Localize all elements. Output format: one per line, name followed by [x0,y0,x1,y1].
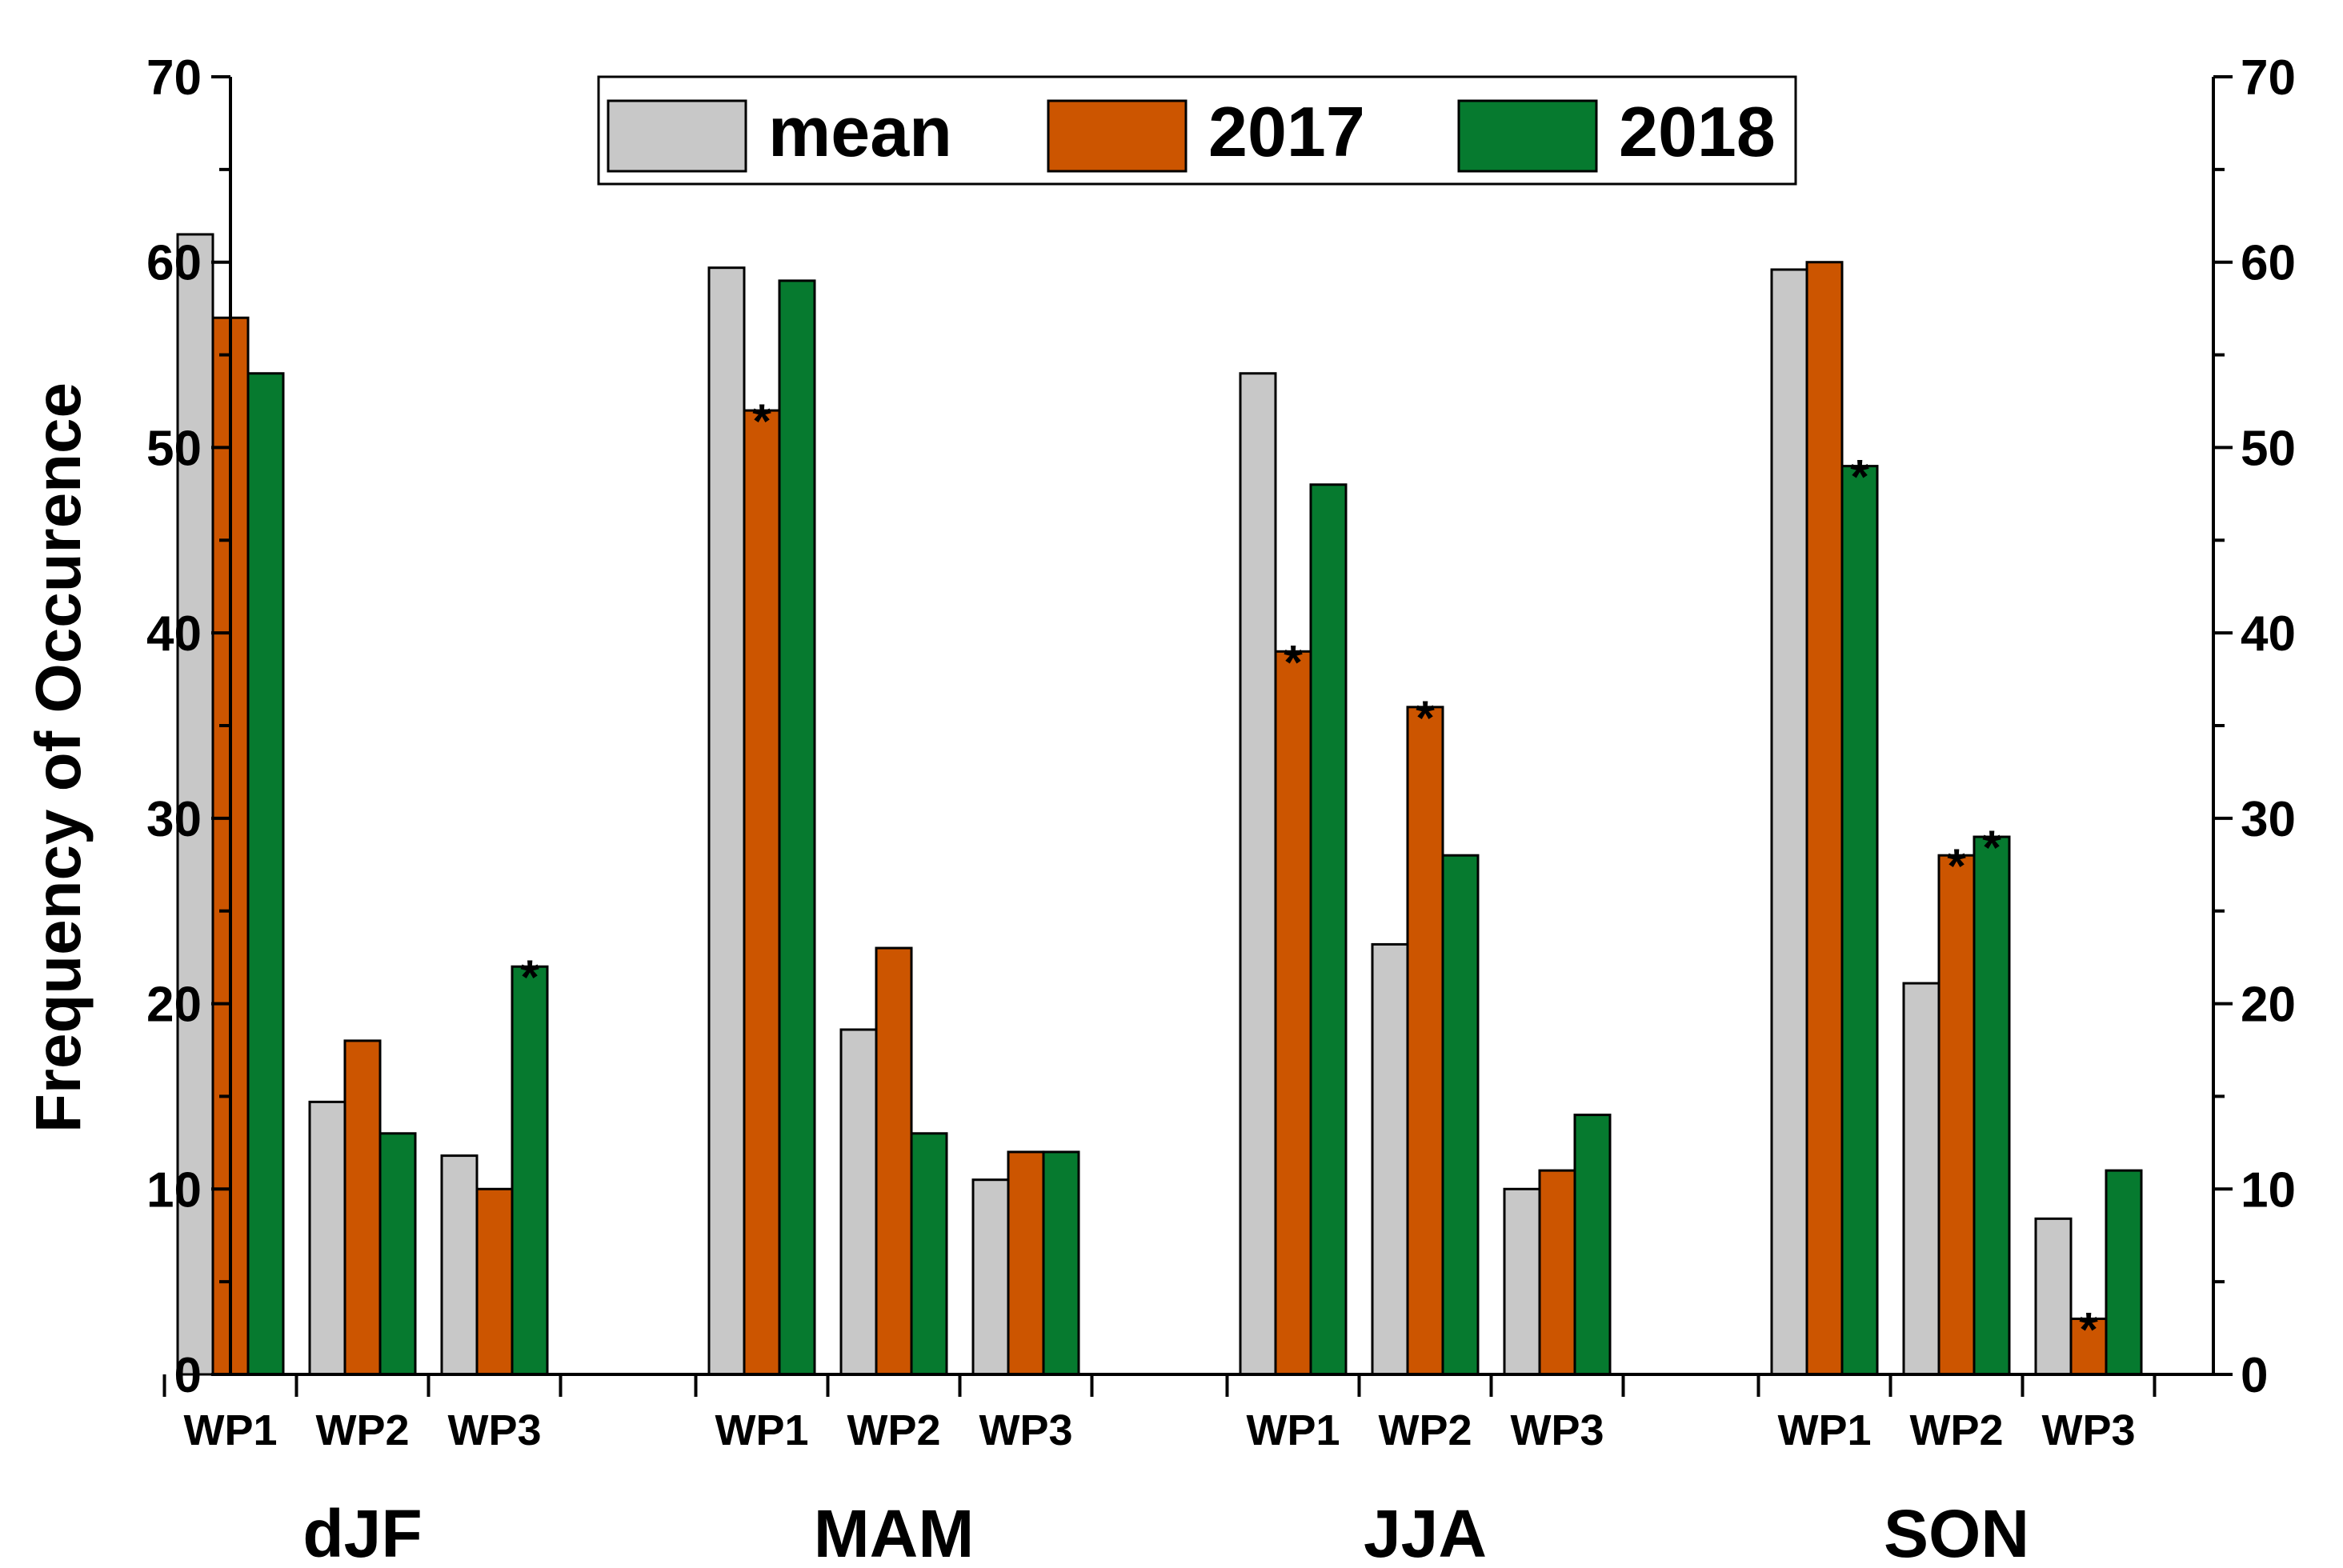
x-category-label: WP2 [315,1406,409,1454]
x-category-label: WP1 [715,1406,808,1454]
bar-mean-dJF-WP3 [440,1154,479,1376]
significance-marker: * [1416,691,1435,745]
significance-marker: * [2079,1302,2098,1356]
bar-2018-SON-WP2 [1973,835,2011,1376]
y-tick-label-left: 0 [174,1348,202,1403]
legend-label-mean: mean [768,92,952,171]
x-category-label: WP1 [183,1406,277,1454]
significance-marker: * [752,394,771,448]
legend-swatch-2018 [1457,99,1598,173]
bar-2018-dJF-WP2 [378,1132,417,1376]
bar-2017-MAM-WP1 [743,409,781,1376]
bar-mean-SON-WP2 [1902,982,1940,1376]
y-tick-label-left: 60 [146,236,202,291]
bar-2017-SON-WP1 [1805,261,1844,1376]
y-tick-label-left: 40 [146,606,202,662]
significance-marker: * [1947,839,1966,893]
legend-label-2017: 2017 [1208,92,1365,171]
significance-marker: * [1284,635,1303,689]
x-group-label: dJF [302,1496,422,1564]
bar-mean-MAM-WP1 [707,266,746,1376]
bar-2018-SON-WP1 [1840,465,1879,1376]
bar-2017-JJA-WP2 [1406,706,1444,1376]
bar-mean-dJF-WP2 [308,1100,346,1376]
bar-2018-JJA-WP1 [1309,483,1348,1376]
bar-2018-SON-WP3 [2105,1169,2143,1376]
bar-2018-dJF-WP3 [511,965,549,1376]
bar-2017-SON-WP2 [1937,854,1976,1376]
bar-2017-JJA-WP1 [1274,650,1312,1376]
legend-swatch-mean [607,99,747,173]
x-category-label: WP3 [2041,1406,2135,1454]
bar-2018-MAM-WP3 [1042,1150,1080,1376]
x-group-label: SON [1884,1496,2029,1564]
bar-mean-JJA-WP3 [1503,1187,1541,1376]
x-category-label: WP3 [1510,1406,1604,1454]
significance-marker: * [1850,450,1869,504]
significance-marker: * [1982,821,2001,874]
y-tick-label-left: 70 [146,50,202,106]
y-axis-title: Frequency of Occurence [22,382,94,1133]
bar-mean-JJA-WP1 [1239,372,1277,1376]
y-tick-label-right: 30 [2241,792,2296,847]
y-tick-label-right: 10 [2241,1162,2296,1218]
bar-mean-SON-WP3 [2034,1217,2073,1376]
x-category-label: WP3 [979,1406,1072,1454]
x-category-label: WP2 [847,1406,940,1454]
bar-2018-JJA-WP2 [1441,854,1480,1376]
y-tick-label-left: 20 [146,978,202,1033]
x-group-label: JJA [1364,1496,1487,1564]
y-tick-label-right: 70 [2241,50,2296,106]
x-category-label: WP3 [447,1406,541,1454]
bar-2017-JJA-WP3 [1538,1169,1576,1376]
bar-2017-dJF-WP3 [475,1187,514,1376]
y-tick-label-right: 40 [2241,606,2296,662]
y-tick-label-right: 0 [2241,1348,2268,1403]
y-tick-label-left: 30 [146,792,202,847]
y-tick-label-right: 20 [2241,978,2296,1033]
x-category-label: WP2 [1378,1406,1472,1454]
x-group-label: MAM [814,1496,975,1564]
y-tick-label-right: 60 [2241,236,2296,291]
legend-label-2018: 2018 [1619,92,1776,171]
x-category-label: WP1 [1246,1406,1340,1454]
bar-2018-dJF-WP1 [246,372,285,1376]
x-category-label: WP2 [1909,1406,2003,1454]
bar-2018-MAM-WP2 [910,1132,948,1376]
bar-2017-MAM-WP2 [875,946,913,1376]
y-tick-label-left: 10 [146,1162,202,1218]
bar-mean-MAM-WP2 [839,1028,878,1376]
bar-mean-MAM-WP3 [971,1178,1010,1376]
y-tick-label-left: 50 [146,421,202,476]
bar-mean-JJA-WP2 [1371,942,1409,1376]
y-tick-label-right: 50 [2241,421,2296,476]
legend-swatch-2017 [1047,99,1188,173]
bar-2018-MAM-WP1 [778,279,816,1376]
bar-mean-SON-WP1 [1770,268,1808,1376]
x-category-label: WP1 [1777,1406,1871,1454]
bar-2017-MAM-WP3 [1007,1150,1045,1376]
bar-2017-dJF-WP2 [343,1039,382,1376]
bar-2018-JJA-WP3 [1573,1114,1612,1376]
significance-marker: * [520,950,539,1004]
bar-mean-dJF-WP1 [176,233,214,1376]
